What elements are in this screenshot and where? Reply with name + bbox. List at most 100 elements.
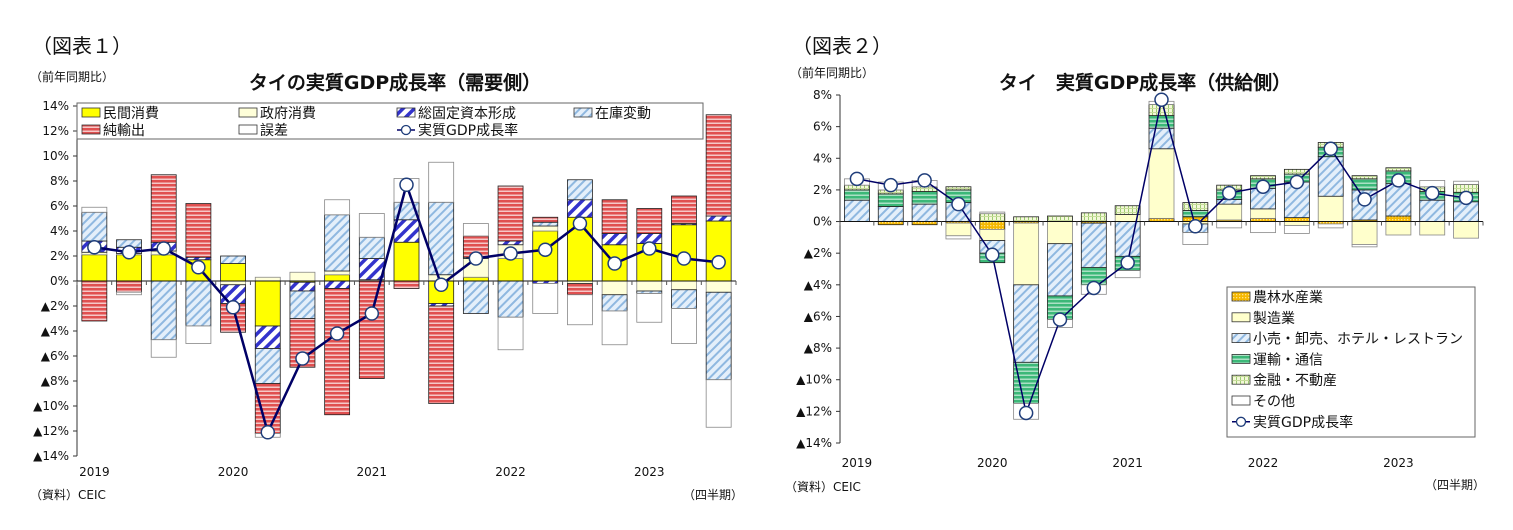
legend-label: 運輸・通信: [1253, 352, 1323, 368]
gdp-growth-point: [1289, 174, 1305, 190]
bar-stack-2021Q4: [462, 223, 489, 314]
bar-segment: [185, 280, 212, 327]
bar-segment: [81, 280, 108, 322]
bar-segment: [1114, 270, 1141, 279]
bar-segment: [532, 221, 559, 227]
legend-item: 民間消費: [81, 106, 159, 122]
bar-segment: [220, 263, 246, 282]
bar-segment: [1216, 203, 1243, 221]
figure2-source: （資料）CEIC: [785, 480, 861, 494]
bar-segment: [1182, 210, 1209, 218]
gdp-growth-point: [572, 216, 588, 231]
y-tick-label: 14%: [42, 99, 69, 113]
bar-segment: [979, 221, 1006, 230]
legend-item: 総固定資本形成: [396, 106, 516, 122]
bar-stack-2023Q3: [705, 114, 732, 428]
gdp-growth-point: [468, 251, 484, 266]
bar-segment: [911, 203, 938, 222]
bar-segment: [671, 280, 697, 291]
bar-segment: [636, 280, 663, 292]
bar-segment: [358, 236, 385, 259]
bar-segment: [358, 213, 385, 238]
bar-segment: [1283, 168, 1310, 175]
legend-item: 純輸出: [81, 123, 145, 139]
y-tick-label: 0%: [813, 215, 832, 229]
legend-label: 製造業: [1253, 311, 1295, 327]
y-tick-label: 4%: [50, 224, 69, 238]
x-tick-label: 2021: [1112, 456, 1143, 470]
bar-stack-2021Q2: [393, 178, 420, 289]
bar-segment: [289, 281, 316, 292]
y-tick-label: 2%: [50, 249, 69, 263]
bar-segment: [497, 280, 524, 318]
bar-segment: [1148, 148, 1175, 219]
bar-segment: [979, 211, 1006, 215]
bar-segment: [705, 114, 732, 217]
bar-segment: [254, 280, 281, 327]
y-tick-label: ▲12%: [33, 424, 69, 438]
bar-segment: [1385, 167, 1412, 172]
bar-segment: [220, 280, 246, 286]
bar-segment: [705, 220, 732, 282]
gdp-growth-point: [607, 256, 622, 271]
bar-segment: [1250, 221, 1276, 234]
bar-segment: [636, 208, 663, 234]
bar-segment: [428, 305, 455, 404]
bar-stack-2021Q1: [358, 213, 385, 379]
y-tick-label: ▲14%: [796, 436, 832, 450]
bar-segment: [979, 229, 1006, 241]
gdp-growth-point: [883, 177, 899, 193]
figure2-period: （四半期）: [1425, 478, 1486, 492]
bar-segment: [1250, 175, 1276, 180]
bar-segment: [1419, 221, 1446, 236]
bar-segment: [1013, 222, 1040, 286]
bar-segment: [1385, 215, 1412, 222]
bar-segment: [567, 294, 593, 326]
gdp-growth-point: [1052, 312, 1068, 327]
chart1-title: タイの実質GDP成長率（需要側）: [248, 72, 542, 94]
gdp-growth-point: [642, 241, 657, 256]
x-tick-label: 2021: [357, 465, 388, 479]
bar-segment: [1080, 222, 1107, 268]
gdp-growth-point: [1255, 179, 1271, 194]
y-tick-label: ▲12%: [796, 404, 832, 418]
bar-segment: [1250, 208, 1276, 219]
legend-label: 実質GDP成長率: [1253, 414, 1353, 431]
bar-segment: [462, 223, 489, 237]
legend-item: 政府消費: [238, 106, 316, 122]
legend-item: 運輸・通信: [1231, 352, 1323, 368]
bar-segment: [945, 235, 972, 240]
gdp-growth-point: [329, 326, 345, 341]
legend-item: 農林水産業: [1231, 290, 1323, 306]
bar-segment: [220, 255, 246, 264]
figure2-unit: （前年同期比）: [790, 66, 875, 80]
gdp-growth-point: [225, 300, 241, 315]
gdp-growth-point: [121, 245, 137, 260]
bar-segment: [844, 189, 870, 201]
bar-segment: [116, 280, 142, 293]
legend-label: 小売・卸売、ホテル・レストラン: [1253, 332, 1463, 348]
bar-segment: [324, 199, 351, 216]
bar-segment: [1419, 180, 1446, 188]
bar-segment: [567, 179, 593, 201]
legend-label: 金融・不動産: [1253, 373, 1337, 389]
legend-item: その他: [1231, 394, 1295, 410]
x-tick-label: 2019: [79, 465, 110, 479]
bar-segment: [116, 291, 142, 296]
bar-segment: [497, 185, 524, 242]
x-tick-label: 2022: [1248, 456, 1279, 470]
bar-segment: [671, 195, 697, 224]
bar-stack-2023Q3: [1453, 180, 1479, 239]
figure2-label: （図表２）: [792, 34, 892, 58]
bar-segment: [358, 280, 385, 379]
bar-segment: [601, 199, 628, 234]
bar-segment: [254, 348, 281, 384]
legend-label: 実質GDP成長率: [418, 122, 518, 139]
x-tick-label: 2020: [218, 465, 249, 479]
bar-segment: [81, 206, 108, 213]
y-tick-label: ▲2%: [41, 299, 69, 313]
y-tick-label: 0%: [50, 274, 69, 288]
gdp-growth-point: [433, 277, 449, 292]
